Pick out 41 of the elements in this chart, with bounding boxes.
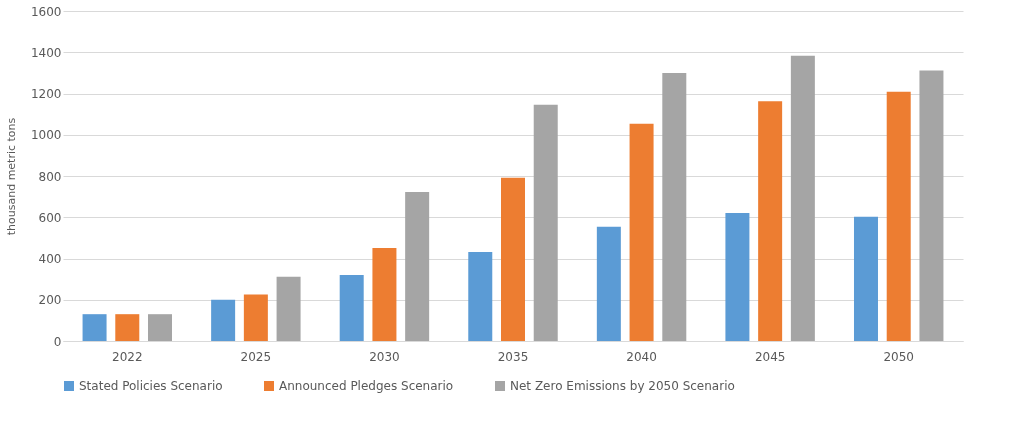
bar bbox=[276, 276, 301, 341]
x-tick-label: 2022 bbox=[112, 349, 143, 364]
y-tick-label: 200 bbox=[38, 293, 62, 308]
bar bbox=[725, 212, 750, 341]
x-tick-label: 2045 bbox=[754, 349, 786, 364]
bar bbox=[533, 104, 558, 341]
bar bbox=[82, 314, 107, 341]
y-tick-label: 1400 bbox=[30, 45, 62, 60]
bar bbox=[115, 314, 140, 341]
bar bbox=[853, 216, 878, 341]
bar bbox=[919, 70, 944, 341]
x-tick-label: 2050 bbox=[883, 349, 914, 364]
bar bbox=[211, 299, 236, 341]
x-tick-label: 2035 bbox=[497, 349, 529, 364]
legend-label: Stated Policies Scenario bbox=[79, 379, 223, 393]
y-tick-label: 1600 bbox=[30, 4, 62, 19]
y-axis-title: thousand metric tons bbox=[4, 117, 18, 236]
bar bbox=[662, 73, 687, 341]
bar bbox=[596, 226, 621, 341]
bar bbox=[243, 294, 268, 341]
bar bbox=[339, 275, 364, 341]
bar bbox=[790, 55, 815, 341]
y-tick-label: 600 bbox=[38, 210, 62, 225]
bar bbox=[405, 192, 430, 341]
bar bbox=[372, 247, 397, 341]
legend-label: Net Zero Emissions by 2050 Scenario bbox=[510, 379, 735, 393]
y-tick-label: 800 bbox=[38, 169, 62, 184]
bar bbox=[886, 91, 911, 341]
x-tick-label: 2030 bbox=[369, 349, 400, 364]
y-tick-label: 400 bbox=[38, 252, 62, 266]
legend-label: Announced Pledges Scenario bbox=[279, 379, 454, 393]
y-tick-label: 1000 bbox=[30, 128, 62, 143]
bar bbox=[468, 251, 493, 341]
y-tick-label: 0 bbox=[53, 334, 62, 349]
y-tick-label: 1200 bbox=[30, 87, 62, 101]
bar bbox=[501, 177, 525, 341]
bar bbox=[758, 101, 783, 341]
bar bbox=[629, 123, 654, 341]
bar bbox=[148, 314, 173, 341]
x-tick-label: 2025 bbox=[240, 349, 272, 364]
x-tick-label: 2040 bbox=[626, 349, 657, 364]
